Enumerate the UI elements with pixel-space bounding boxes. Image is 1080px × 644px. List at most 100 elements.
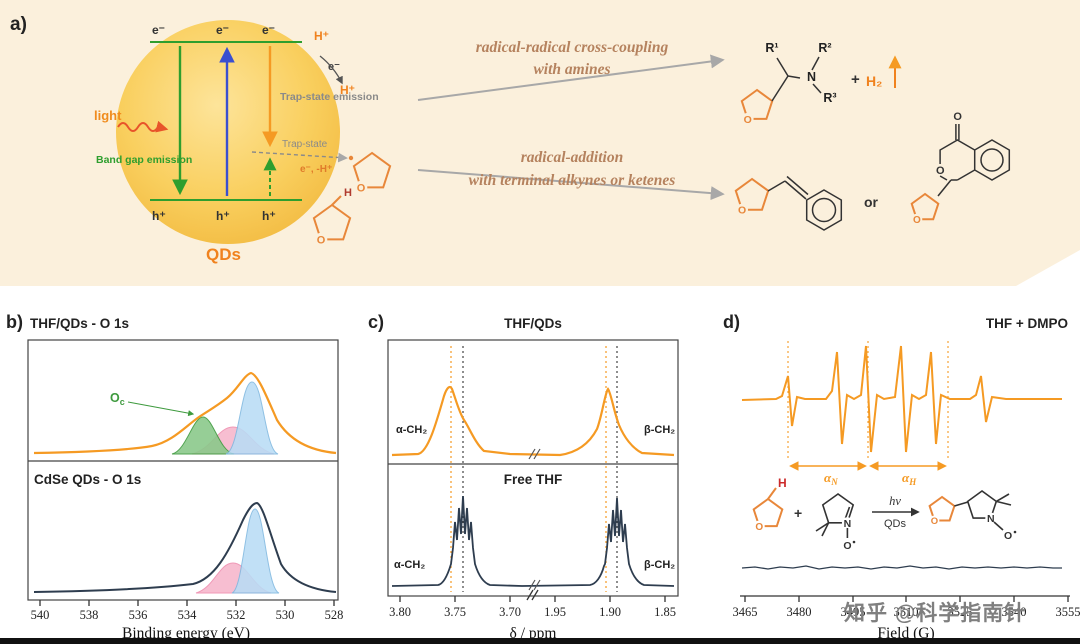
plus-sign: + <box>851 71 860 88</box>
band-gap-label: Band gap emission <box>96 154 192 166</box>
svg-text:540: 540 <box>31 608 50 622</box>
furanyl-radical-structure: O <box>348 151 392 194</box>
x-axis-title: Field (G) <box>877 625 934 642</box>
oc-peak-label: Oc <box>110 391 125 407</box>
route2-arrow <box>417 169 725 201</box>
hv-label: hν <box>889 494 901 508</box>
panel-c-nmr: c) THF/QDs α-CH₂ β-CH₂ Free THF α-CH₂ β-… <box>368 312 679 642</box>
svg-text:3510: 3510 <box>894 605 919 619</box>
svg-text:3.80: 3.80 <box>389 605 411 619</box>
xps-cdse-components <box>195 508 280 594</box>
xps-thfqds-envelope <box>33 371 337 455</box>
light-wave-arrow <box>117 120 169 133</box>
alpha-ch2-label-bottom: α-CH₂ <box>394 559 425 571</box>
oxygen-label: O <box>744 114 752 126</box>
nmr-freethf-trace <box>391 495 675 587</box>
x-axis <box>39 600 335 606</box>
svg-text:3.70: 3.70 <box>499 605 521 619</box>
chromanone-product-structure: O O O <box>910 111 1011 226</box>
thf-structure: O <box>752 487 784 533</box>
panel-a-scheme: a) e⁻ e⁻ e⁻ h⁺ h⁺ h⁺ Band gap emission T… <box>0 0 1080 286</box>
route1-arrow <box>417 54 725 101</box>
xps-cdse-envelope <box>33 501 337 593</box>
svg-text:3540: 3540 <box>1002 605 1027 619</box>
radical-dot <box>348 155 354 161</box>
guide-lines <box>450 346 618 592</box>
bottom-bar <box>0 638 1080 644</box>
plot-frame <box>27 339 339 601</box>
x-axis-title: δ / ppm <box>510 625 557 642</box>
radical-release-label: e⁻, -H⁺ <box>300 164 332 175</box>
panel-b-xps: b) THF/QDs - O 1s Oc CdSe QDs - O 1s 540… <box>6 312 344 642</box>
x-tick-labels: 3.80 3.75 3.70 1.95 1.90 1.85 <box>389 605 676 619</box>
route2-text-line1: radical-addition <box>521 149 623 166</box>
panel-b-title-top: THF/QDs - O 1s <box>30 316 129 331</box>
svg-text:1.95: 1.95 <box>544 605 566 619</box>
svg-text:534: 534 <box>178 608 198 622</box>
route2-text-line2: with terminal alkynes or ketenes <box>469 172 676 189</box>
alpha-n-label: αN <box>824 470 838 487</box>
dmpo-structure: N O <box>815 493 856 552</box>
proton-label: H⁺ <box>314 29 329 43</box>
oxygen-label: O <box>913 215 921 226</box>
r2-label: R² <box>818 41 831 55</box>
plus-sign: + <box>794 505 802 521</box>
svg-text:3465: 3465 <box>733 605 758 619</box>
light-label: light <box>94 108 122 123</box>
abstractable-h-label: H <box>778 476 787 490</box>
svg-text:528: 528 <box>325 608 344 622</box>
x-axis-ticks <box>744 596 1069 602</box>
watermark: 知乎 @科学指南针 <box>844 602 1027 625</box>
adduct-pyrrolidine: N O <box>954 490 1017 542</box>
blue-component <box>225 381 279 455</box>
svg-text:530: 530 <box>276 608 295 622</box>
svg-text:538: 538 <box>80 608 99 622</box>
electron-transfer-label: e⁻ <box>328 61 340 73</box>
epr-dark-trace <box>741 565 1062 570</box>
panel-b-title-bottom: CdSe QDs - O 1s <box>34 472 141 487</box>
panel-b-label: b) <box>6 312 23 332</box>
oxygen-label: O <box>755 522 763 533</box>
oxide-label: O <box>843 540 851 552</box>
svg-text:1.90: 1.90 <box>599 605 621 619</box>
oxygen-label: O <box>317 234 326 246</box>
x-tick-labels: 540 538 536 534 532 530 528 <box>31 608 344 622</box>
oc-pointer-arrow <box>127 401 195 417</box>
hydrogen-label: H <box>344 187 352 199</box>
svg-text:3.75: 3.75 <box>444 605 466 619</box>
beta-ch2-label-bottom: β-CH₂ <box>644 559 675 571</box>
panel-c-title-bottom: Free THF <box>504 472 563 487</box>
panel-a-label: a) <box>10 14 27 35</box>
blue-component <box>231 508 280 594</box>
alpha-ch2-label-top: α-CH₂ <box>396 424 427 436</box>
oxygen-label: O <box>931 516 938 527</box>
electron-label: e⁻ <box>216 23 229 37</box>
x-axis-title: Binding energy (eV) <box>122 625 250 642</box>
oxide-label: O <box>1004 530 1012 542</box>
thf-substrate-structure: O H <box>312 187 352 246</box>
svg-text:3555: 3555 <box>1056 605 1080 619</box>
trap-state-label: Trap-state <box>282 139 328 150</box>
panel-c-label: c) <box>368 312 384 332</box>
panel-c-title-top: THF/QDs <box>504 316 562 331</box>
x-axis <box>399 589 666 602</box>
or-label: or <box>864 194 879 210</box>
panel-d-title: THF + DMPO <box>986 316 1068 331</box>
trap-emission-label: Trap-state emission <box>280 91 379 103</box>
energy-diagram: e⁻ e⁻ e⁻ h⁺ h⁺ h⁺ Band gap emission Trap… <box>96 23 379 223</box>
trap-state-line <box>251 151 348 163</box>
alpha-h-label: αH <box>902 470 917 487</box>
green-component-oc <box>171 416 235 455</box>
hole-label: h⁺ <box>262 209 276 223</box>
r3-label: R³ <box>823 91 836 105</box>
oxygen-label: O <box>738 205 746 217</box>
r1-label: R¹ <box>765 41 778 55</box>
route1-text-line2: with amines <box>533 61 610 78</box>
hole-label: h⁺ <box>152 209 166 223</box>
route1-text-line1: radical-radical cross-coupling <box>476 39 669 56</box>
svg-text:3480: 3480 <box>787 605 812 619</box>
svg-text:3525: 3525 <box>948 605 973 619</box>
nmr-thfqds-trace <box>391 385 675 457</box>
beta-ch2-label-top: β-CH₂ <box>644 424 675 436</box>
